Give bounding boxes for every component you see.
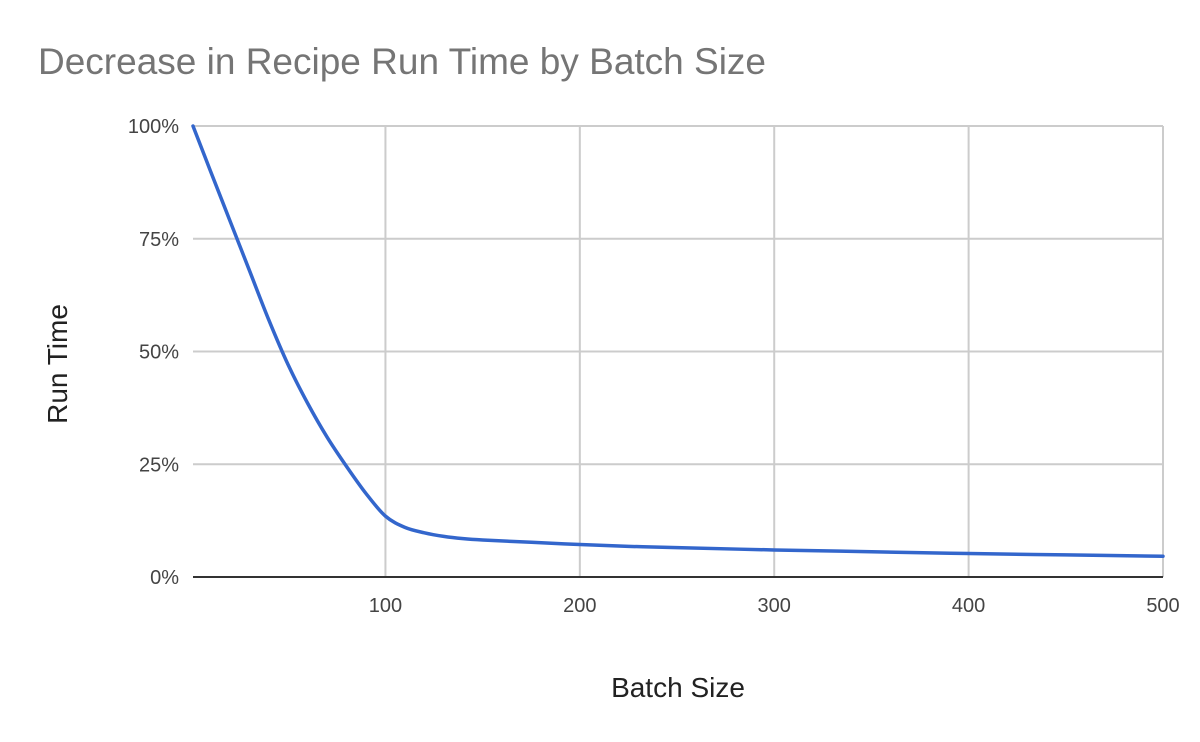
x-axis-title: Batch Size <box>611 672 745 703</box>
y-tick-label: 75% <box>139 229 179 251</box>
series-layer <box>191 124 1165 558</box>
y-tick-label: 0% <box>150 567 179 589</box>
gridlines <box>193 125 1164 578</box>
y-tick-label: 25% <box>139 454 179 476</box>
y-axis: 0% 25% 50% 75% 100% <box>128 116 179 589</box>
y-tick-label: 100% <box>128 116 179 138</box>
y-tick-label: 50% <box>139 342 179 364</box>
x-tick-label: 300 <box>758 595 791 617</box>
x-tick-label: 500 <box>1146 595 1179 617</box>
chart-title: Decrease in Recipe Run Time by Batch Siz… <box>38 41 766 82</box>
x-tick-label: 400 <box>952 595 985 617</box>
series-line <box>191 124 1165 558</box>
x-tick-label: 100 <box>369 595 402 617</box>
x-axis: 100 200 300 400 500 <box>369 595 1180 617</box>
y-axis-title: Run Time <box>42 304 73 424</box>
x-tick-label: 200 <box>563 595 596 617</box>
